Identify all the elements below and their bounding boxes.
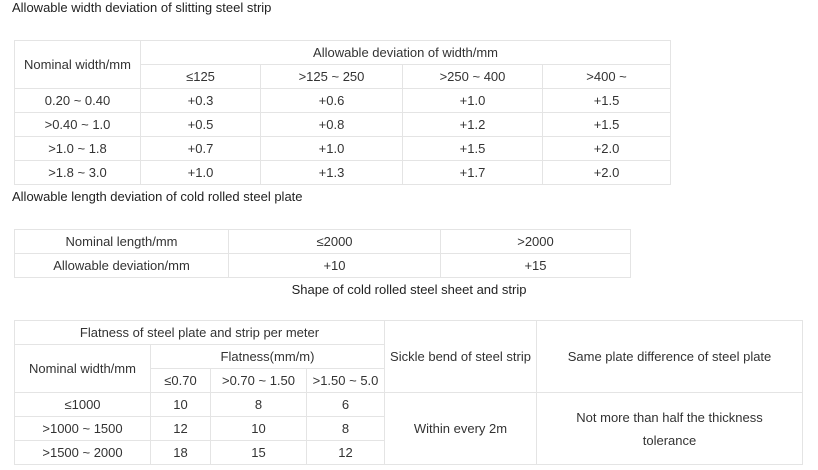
value-cell: ≤2000 bbox=[228, 229, 441, 254]
value-cell: 8 bbox=[306, 416, 385, 441]
value-cell: +1.0 bbox=[140, 160, 261, 185]
flatness-header: Flatness of steel plate and strip per me… bbox=[14, 320, 385, 345]
value-cell: +10 bbox=[228, 253, 441, 278]
value-cell: 18 bbox=[150, 440, 211, 465]
value-cell: +1.5 bbox=[541, 112, 672, 137]
value-cell: +1.0 bbox=[260, 136, 403, 161]
nominal-width-header: Nominal width/mm bbox=[14, 40, 141, 89]
sickle-bend-value: Within every 2m bbox=[384, 392, 537, 465]
length-deviation-title: Allowable length deviation of cold rolle… bbox=[12, 189, 303, 204]
table-row: >0.40 ~ 1.0 +0.5 +0.8 +1.2 +1.5 bbox=[14, 112, 672, 137]
range-header: >125 ~ 250 bbox=[260, 64, 403, 89]
row-label: Nominal length/mm bbox=[14, 229, 229, 254]
table-row: 0.20 ~ 0.40 +0.3 +0.6 +1.0 +1.5 bbox=[14, 88, 672, 113]
value-cell: +0.8 bbox=[260, 112, 403, 137]
width-cell: >1000 ~ 1500 bbox=[14, 416, 151, 441]
range-header: ≤125 bbox=[140, 64, 261, 89]
table-row: >1000 ~ 1500 12 10 8 bbox=[14, 416, 803, 441]
width-cell: >1.0 ~ 1.8 bbox=[14, 136, 141, 161]
value-cell: +0.5 bbox=[140, 112, 261, 137]
value-cell: +1.0 bbox=[402, 88, 543, 113]
value-cell: +1.7 bbox=[402, 160, 543, 185]
row-label: Allowable deviation/mm bbox=[14, 253, 229, 278]
table-row: >1.8 ~ 3.0 +1.0 +1.3 +1.7 +2.0 bbox=[14, 160, 672, 185]
table-row: Nominal length/mm ≤2000 >2000 bbox=[14, 229, 631, 254]
value-cell: >2000 bbox=[440, 229, 631, 254]
value-cell: 10 bbox=[210, 416, 307, 441]
shape-table: Flatness of steel plate and strip per me… bbox=[14, 320, 803, 465]
value-cell: +1.5 bbox=[541, 88, 672, 113]
nominal-width-header: Nominal width/mm bbox=[14, 344, 151, 393]
flatness-col-header: >0.70 ~ 1.50 bbox=[210, 368, 307, 393]
value-cell: +0.3 bbox=[140, 88, 261, 113]
range-header: >250 ~ 400 bbox=[402, 64, 543, 89]
same-plate-value: Not more than half the thickness toleran… bbox=[536, 392, 803, 465]
value-cell: +15 bbox=[440, 253, 631, 278]
shape-title: Shape of cold rolled steel sheet and str… bbox=[291, 282, 527, 297]
width-deviation-group-header: Allowable deviation of width/mm bbox=[139, 40, 672, 65]
width-deviation-title: Allowable width deviation of slitting st… bbox=[12, 0, 272, 15]
width-cell: 0.20 ~ 0.40 bbox=[14, 88, 141, 113]
flatness-col-header: ≤0.70 bbox=[150, 368, 211, 393]
table-row: >1500 ~ 2000 18 15 12 bbox=[14, 440, 803, 465]
table-row: Allowable deviation/mm +10 +15 bbox=[14, 253, 631, 278]
range-header: >400 ~ bbox=[541, 64, 672, 89]
same-plate-header: Same plate difference of steel plate bbox=[536, 320, 803, 393]
width-deviation-table: Nominal width/mm Allowable deviation of … bbox=[14, 40, 672, 185]
value-cell: 8 bbox=[210, 392, 307, 417]
sickle-bend-header: Sickle bend of steel strip bbox=[384, 320, 537, 393]
value-cell: +0.6 bbox=[260, 88, 403, 113]
width-cell: >0.40 ~ 1.0 bbox=[14, 112, 141, 137]
flatness-unit-header: Flatness(mm/m) bbox=[150, 344, 385, 369]
width-cell: ≤1000 bbox=[14, 392, 151, 417]
value-cell: 15 bbox=[210, 440, 307, 465]
value-cell: 12 bbox=[150, 416, 211, 441]
value-cell: +2.0 bbox=[541, 136, 672, 161]
value-cell: +1.3 bbox=[260, 160, 403, 185]
value-cell: 12 bbox=[306, 440, 385, 465]
length-deviation-table: Nominal length/mm ≤2000 >2000 Allowable … bbox=[14, 229, 631, 278]
value-cell: +0.7 bbox=[140, 136, 261, 161]
value-cell: +2.0 bbox=[541, 160, 672, 185]
table-row: >1.0 ~ 1.8 +0.7 +1.0 +1.5 +2.0 bbox=[14, 136, 672, 161]
flatness-col-header: >1.50 ~ 5.0 bbox=[306, 368, 385, 393]
value-cell: +1.2 bbox=[402, 112, 543, 137]
value-cell: 6 bbox=[306, 392, 385, 417]
table-row: ≤1000 10 8 6 Within every 2m Not more th… bbox=[14, 392, 803, 465]
value-cell: +1.5 bbox=[402, 136, 543, 161]
width-cell: >1500 ~ 2000 bbox=[14, 440, 151, 465]
value-cell: 10 bbox=[150, 392, 211, 417]
width-cell: >1.8 ~ 3.0 bbox=[14, 160, 141, 185]
